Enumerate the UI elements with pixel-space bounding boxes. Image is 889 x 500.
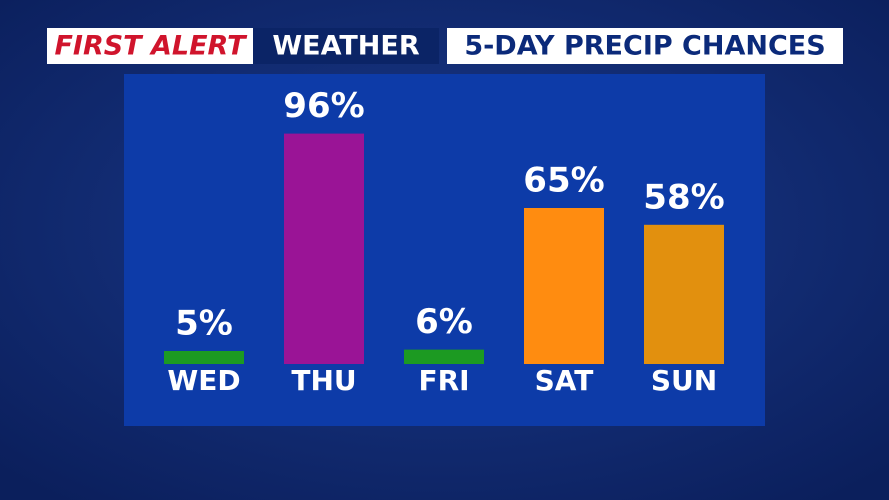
category-label: WED (167, 364, 240, 397)
brand: FIRST ALERT (54, 31, 248, 62)
category-label: THU (291, 364, 356, 397)
brand-box (47, 28, 253, 64)
value-label: 5% (175, 304, 233, 344)
bar (164, 351, 244, 364)
bar (524, 208, 604, 364)
value-label: 58% (643, 177, 724, 217)
category-label: FRI (418, 364, 469, 397)
category-label: SUN (651, 364, 717, 397)
bar (404, 349, 484, 364)
value-label: 65% (523, 161, 604, 201)
chart-title: 5-DAY PRECIP CHANCES (464, 31, 825, 62)
bar (644, 224, 724, 364)
value-label: 96% (283, 86, 364, 126)
brand-suffix-box (253, 28, 439, 64)
title-box (447, 28, 843, 64)
bar (284, 133, 364, 364)
category-label: SAT (535, 364, 594, 397)
value-label: 6% (415, 302, 473, 342)
brand-suffix: WEATHER (272, 31, 419, 62)
